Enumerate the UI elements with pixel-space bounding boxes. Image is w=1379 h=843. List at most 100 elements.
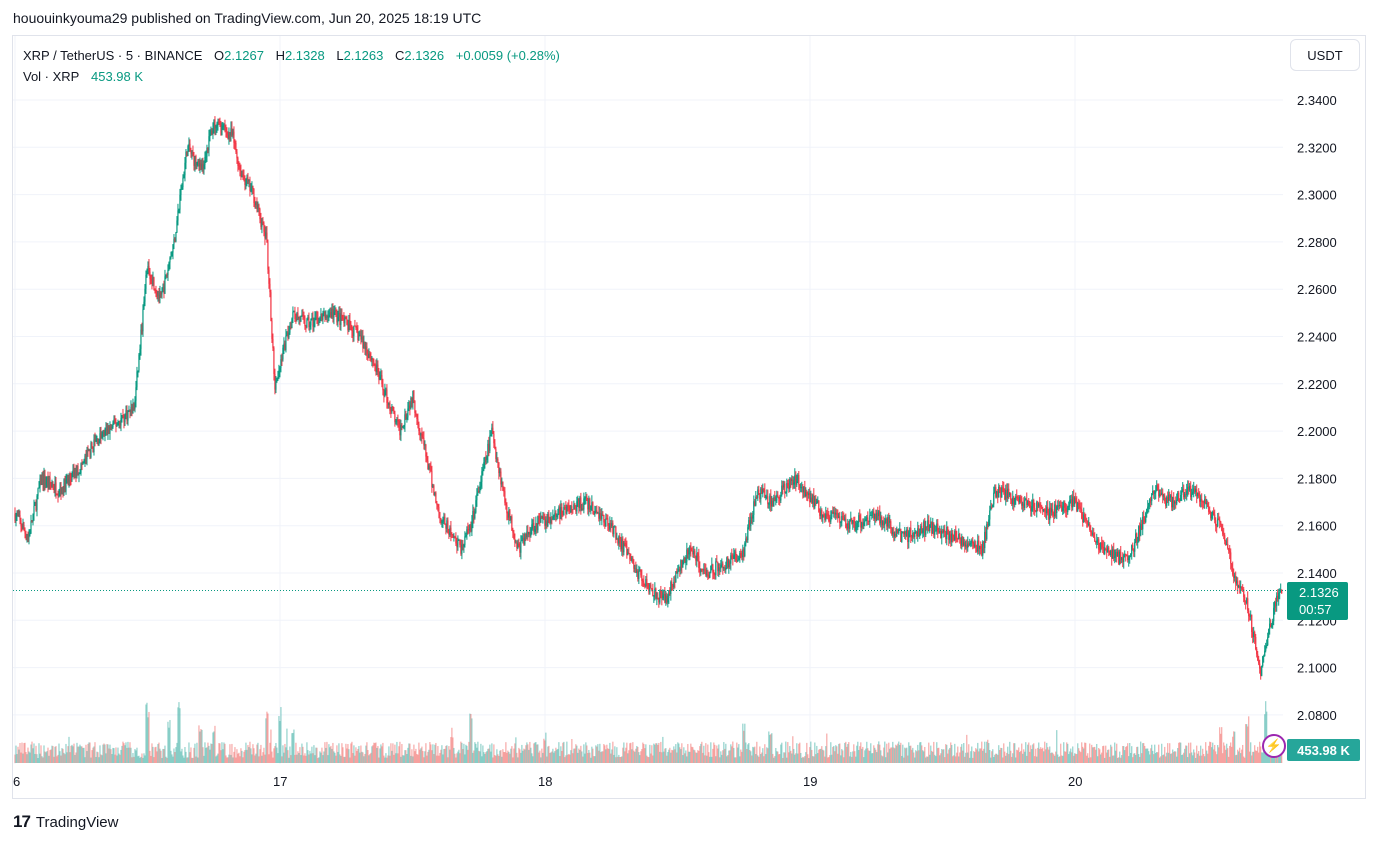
candle-body xyxy=(375,365,377,372)
candle-body xyxy=(971,540,973,543)
candle-body xyxy=(683,557,685,562)
candle-body xyxy=(860,519,862,528)
candle xyxy=(95,434,97,443)
volume-bar xyxy=(689,751,691,763)
candle xyxy=(497,457,499,468)
candle xyxy=(1194,485,1196,494)
candle-body xyxy=(583,498,585,510)
volume-bar xyxy=(592,748,594,763)
candle xyxy=(1071,494,1073,512)
candle-body xyxy=(983,541,985,549)
volume-bar xyxy=(1062,755,1064,763)
volume-bar xyxy=(128,747,130,763)
volume-bar xyxy=(373,742,375,763)
volume-bar xyxy=(1042,747,1044,763)
candle xyxy=(57,490,59,503)
volume-bar xyxy=(90,757,92,763)
candle xyxy=(1015,493,1017,505)
volume-bar xyxy=(833,745,835,763)
candle-body xyxy=(260,219,262,227)
candle-body xyxy=(216,123,218,127)
volume-bar xyxy=(129,742,131,763)
candle xyxy=(500,468,502,491)
candle-body xyxy=(1229,550,1231,553)
volume-bar xyxy=(482,745,484,763)
candle xyxy=(933,522,935,538)
candle-body xyxy=(1205,499,1207,505)
volume-bar xyxy=(256,744,258,763)
candle xyxy=(814,495,816,510)
candle-body xyxy=(642,580,644,583)
volume-bar xyxy=(459,753,461,763)
candle-body xyxy=(829,521,831,523)
candle-body xyxy=(71,472,73,481)
candle-body xyxy=(243,176,245,179)
volume-bar xyxy=(986,741,988,763)
candle-body xyxy=(405,414,407,420)
candle xyxy=(721,558,723,568)
volume-bar xyxy=(445,745,447,763)
volume-bar xyxy=(874,747,876,763)
candle-body xyxy=(54,482,56,491)
candle-body xyxy=(1198,493,1200,497)
candle-body xyxy=(991,506,993,508)
candle xyxy=(530,527,532,538)
candle xyxy=(554,506,556,521)
candle xyxy=(642,578,644,587)
candle xyxy=(152,271,154,287)
candle-body xyxy=(612,522,614,535)
candle-body xyxy=(861,522,863,528)
candle-body xyxy=(954,531,956,540)
volume-bar xyxy=(107,744,109,763)
candle-body xyxy=(776,494,778,501)
volume-bar xyxy=(183,757,185,763)
volume-bar xyxy=(684,753,686,763)
volume-bar xyxy=(427,751,429,763)
candle xyxy=(64,475,66,493)
candle-body xyxy=(1024,499,1026,508)
volume-bar xyxy=(737,747,739,763)
candle-body xyxy=(609,523,611,530)
volume-bar xyxy=(475,743,477,763)
candle-body xyxy=(398,421,400,425)
candle xyxy=(590,505,592,515)
candle xyxy=(1087,520,1089,528)
volume-bar xyxy=(349,757,351,763)
volume-bar xyxy=(1084,742,1086,763)
candle xyxy=(570,504,572,513)
candle xyxy=(649,583,651,595)
candle xyxy=(711,557,713,571)
volume-bar xyxy=(650,753,652,763)
candle-body xyxy=(369,353,371,358)
volume-bar xyxy=(273,748,275,763)
volume-bar xyxy=(860,742,862,763)
candle-body xyxy=(797,475,799,482)
volume-bar xyxy=(988,743,990,763)
candle xyxy=(894,531,896,541)
volume-bar xyxy=(630,742,632,763)
candle xyxy=(910,520,912,544)
candle-body xyxy=(1018,498,1020,503)
candle xyxy=(1207,500,1209,508)
candle-body xyxy=(214,119,216,129)
candle-body xyxy=(871,514,873,516)
volume-bar xyxy=(802,756,804,763)
candle xyxy=(618,535,620,550)
volume-bar xyxy=(1159,757,1161,763)
candle-body xyxy=(698,555,700,569)
candle-body xyxy=(304,317,306,327)
volume-bar xyxy=(785,741,787,763)
candle xyxy=(59,482,61,497)
volume-bar xyxy=(290,755,292,763)
candle-body xyxy=(1182,488,1184,491)
candle-body xyxy=(293,311,295,313)
volume-bar xyxy=(391,750,393,763)
candle-body xyxy=(1114,556,1116,558)
volume-bar xyxy=(138,755,140,763)
candle-body xyxy=(530,528,532,537)
candle-body xyxy=(1239,585,1241,588)
volume-bar xyxy=(495,755,497,763)
volume-bar xyxy=(651,745,653,763)
volume-bar xyxy=(136,747,138,763)
